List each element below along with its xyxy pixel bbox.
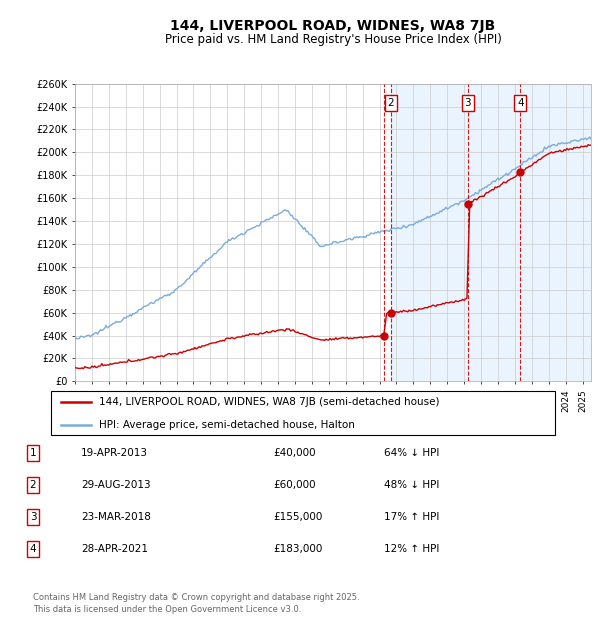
Text: £155,000: £155,000: [273, 512, 322, 522]
Text: 1: 1: [29, 448, 37, 458]
Text: £40,000: £40,000: [273, 448, 316, 458]
Text: 29-AUG-2013: 29-AUG-2013: [81, 480, 151, 490]
Text: Price paid vs. HM Land Registry's House Price Index (HPI): Price paid vs. HM Land Registry's House …: [164, 33, 502, 46]
Text: 144, LIVERPOOL ROAD, WIDNES, WA8 7JB (semi-detached house): 144, LIVERPOOL ROAD, WIDNES, WA8 7JB (se…: [99, 397, 439, 407]
Text: 19-APR-2013: 19-APR-2013: [81, 448, 148, 458]
Text: 28-APR-2021: 28-APR-2021: [81, 544, 148, 554]
Text: HPI: Average price, semi-detached house, Halton: HPI: Average price, semi-detached house,…: [99, 420, 355, 430]
Text: 48% ↓ HPI: 48% ↓ HPI: [384, 480, 439, 490]
Text: 2: 2: [388, 98, 394, 108]
Text: 4: 4: [29, 544, 37, 554]
FancyBboxPatch shape: [50, 391, 556, 435]
Text: 12% ↑ HPI: 12% ↑ HPI: [384, 544, 439, 554]
Text: 3: 3: [464, 98, 471, 108]
Text: 23-MAR-2018: 23-MAR-2018: [81, 512, 151, 522]
Text: 2: 2: [29, 480, 37, 490]
Text: Contains HM Land Registry data © Crown copyright and database right 2025.
This d: Contains HM Land Registry data © Crown c…: [33, 593, 359, 614]
Text: 4: 4: [517, 98, 524, 108]
Text: 144, LIVERPOOL ROAD, WIDNES, WA8 7JB: 144, LIVERPOOL ROAD, WIDNES, WA8 7JB: [170, 19, 496, 33]
Text: 64% ↓ HPI: 64% ↓ HPI: [384, 448, 439, 458]
Text: £60,000: £60,000: [273, 480, 316, 490]
Text: £183,000: £183,000: [273, 544, 322, 554]
Bar: [391, 84, 591, 381]
Text: 17% ↑ HPI: 17% ↑ HPI: [384, 512, 439, 522]
Text: 3: 3: [29, 512, 37, 522]
